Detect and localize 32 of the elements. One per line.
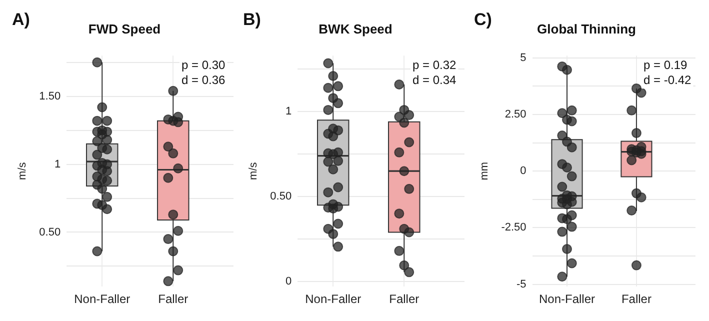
x-tick-label: Faller	[621, 292, 652, 306]
y-tick-label: 1	[285, 106, 292, 118]
annotation: p = 0.32	[412, 58, 457, 72]
chart-title: FWD Speed	[88, 21, 161, 36]
y-axis-title: m/s	[248, 162, 260, 180]
text: B)	[243, 10, 261, 30]
x-tick-label: Non-Faller	[74, 292, 130, 306]
text: C)	[474, 10, 492, 30]
chart-title: Global Thinning	[537, 21, 636, 36]
y-tick-label: 0.50	[270, 190, 292, 203]
y-tick-label: 5	[520, 52, 526, 64]
x-tick-label: Faller	[389, 292, 420, 306]
y-tick-label: 2.50	[504, 108, 526, 121]
y-tick-label: -5	[516, 278, 526, 290]
y-tick-label: 0	[520, 165, 526, 178]
x-tick-label: Faller	[158, 292, 188, 306]
y-tick-label: 1	[54, 158, 61, 170]
x-tick-label: Non-Faller	[538, 292, 596, 306]
annotation: d = 0.36	[182, 72, 226, 87]
y-tick-label: 0	[285, 276, 292, 288]
chart-title: BWK Speed	[318, 21, 392, 36]
text: A)	[12, 10, 30, 30]
y-tick-label: 0.50	[39, 226, 61, 238]
annotation: d = 0.34	[412, 72, 457, 87]
annotation: p = 0.19	[644, 58, 688, 72]
y-axis-title: mm	[478, 162, 491, 180]
annotation: d = -0.42	[644, 72, 692, 87]
y-tick-label: 1.50	[39, 90, 61, 102]
y-axis-title: m/s	[16, 162, 29, 180]
y-tick-label: -2.50	[501, 222, 526, 234]
annotation: p = 0.30	[182, 58, 226, 72]
x-tick-label: Non-Faller	[305, 292, 362, 306]
